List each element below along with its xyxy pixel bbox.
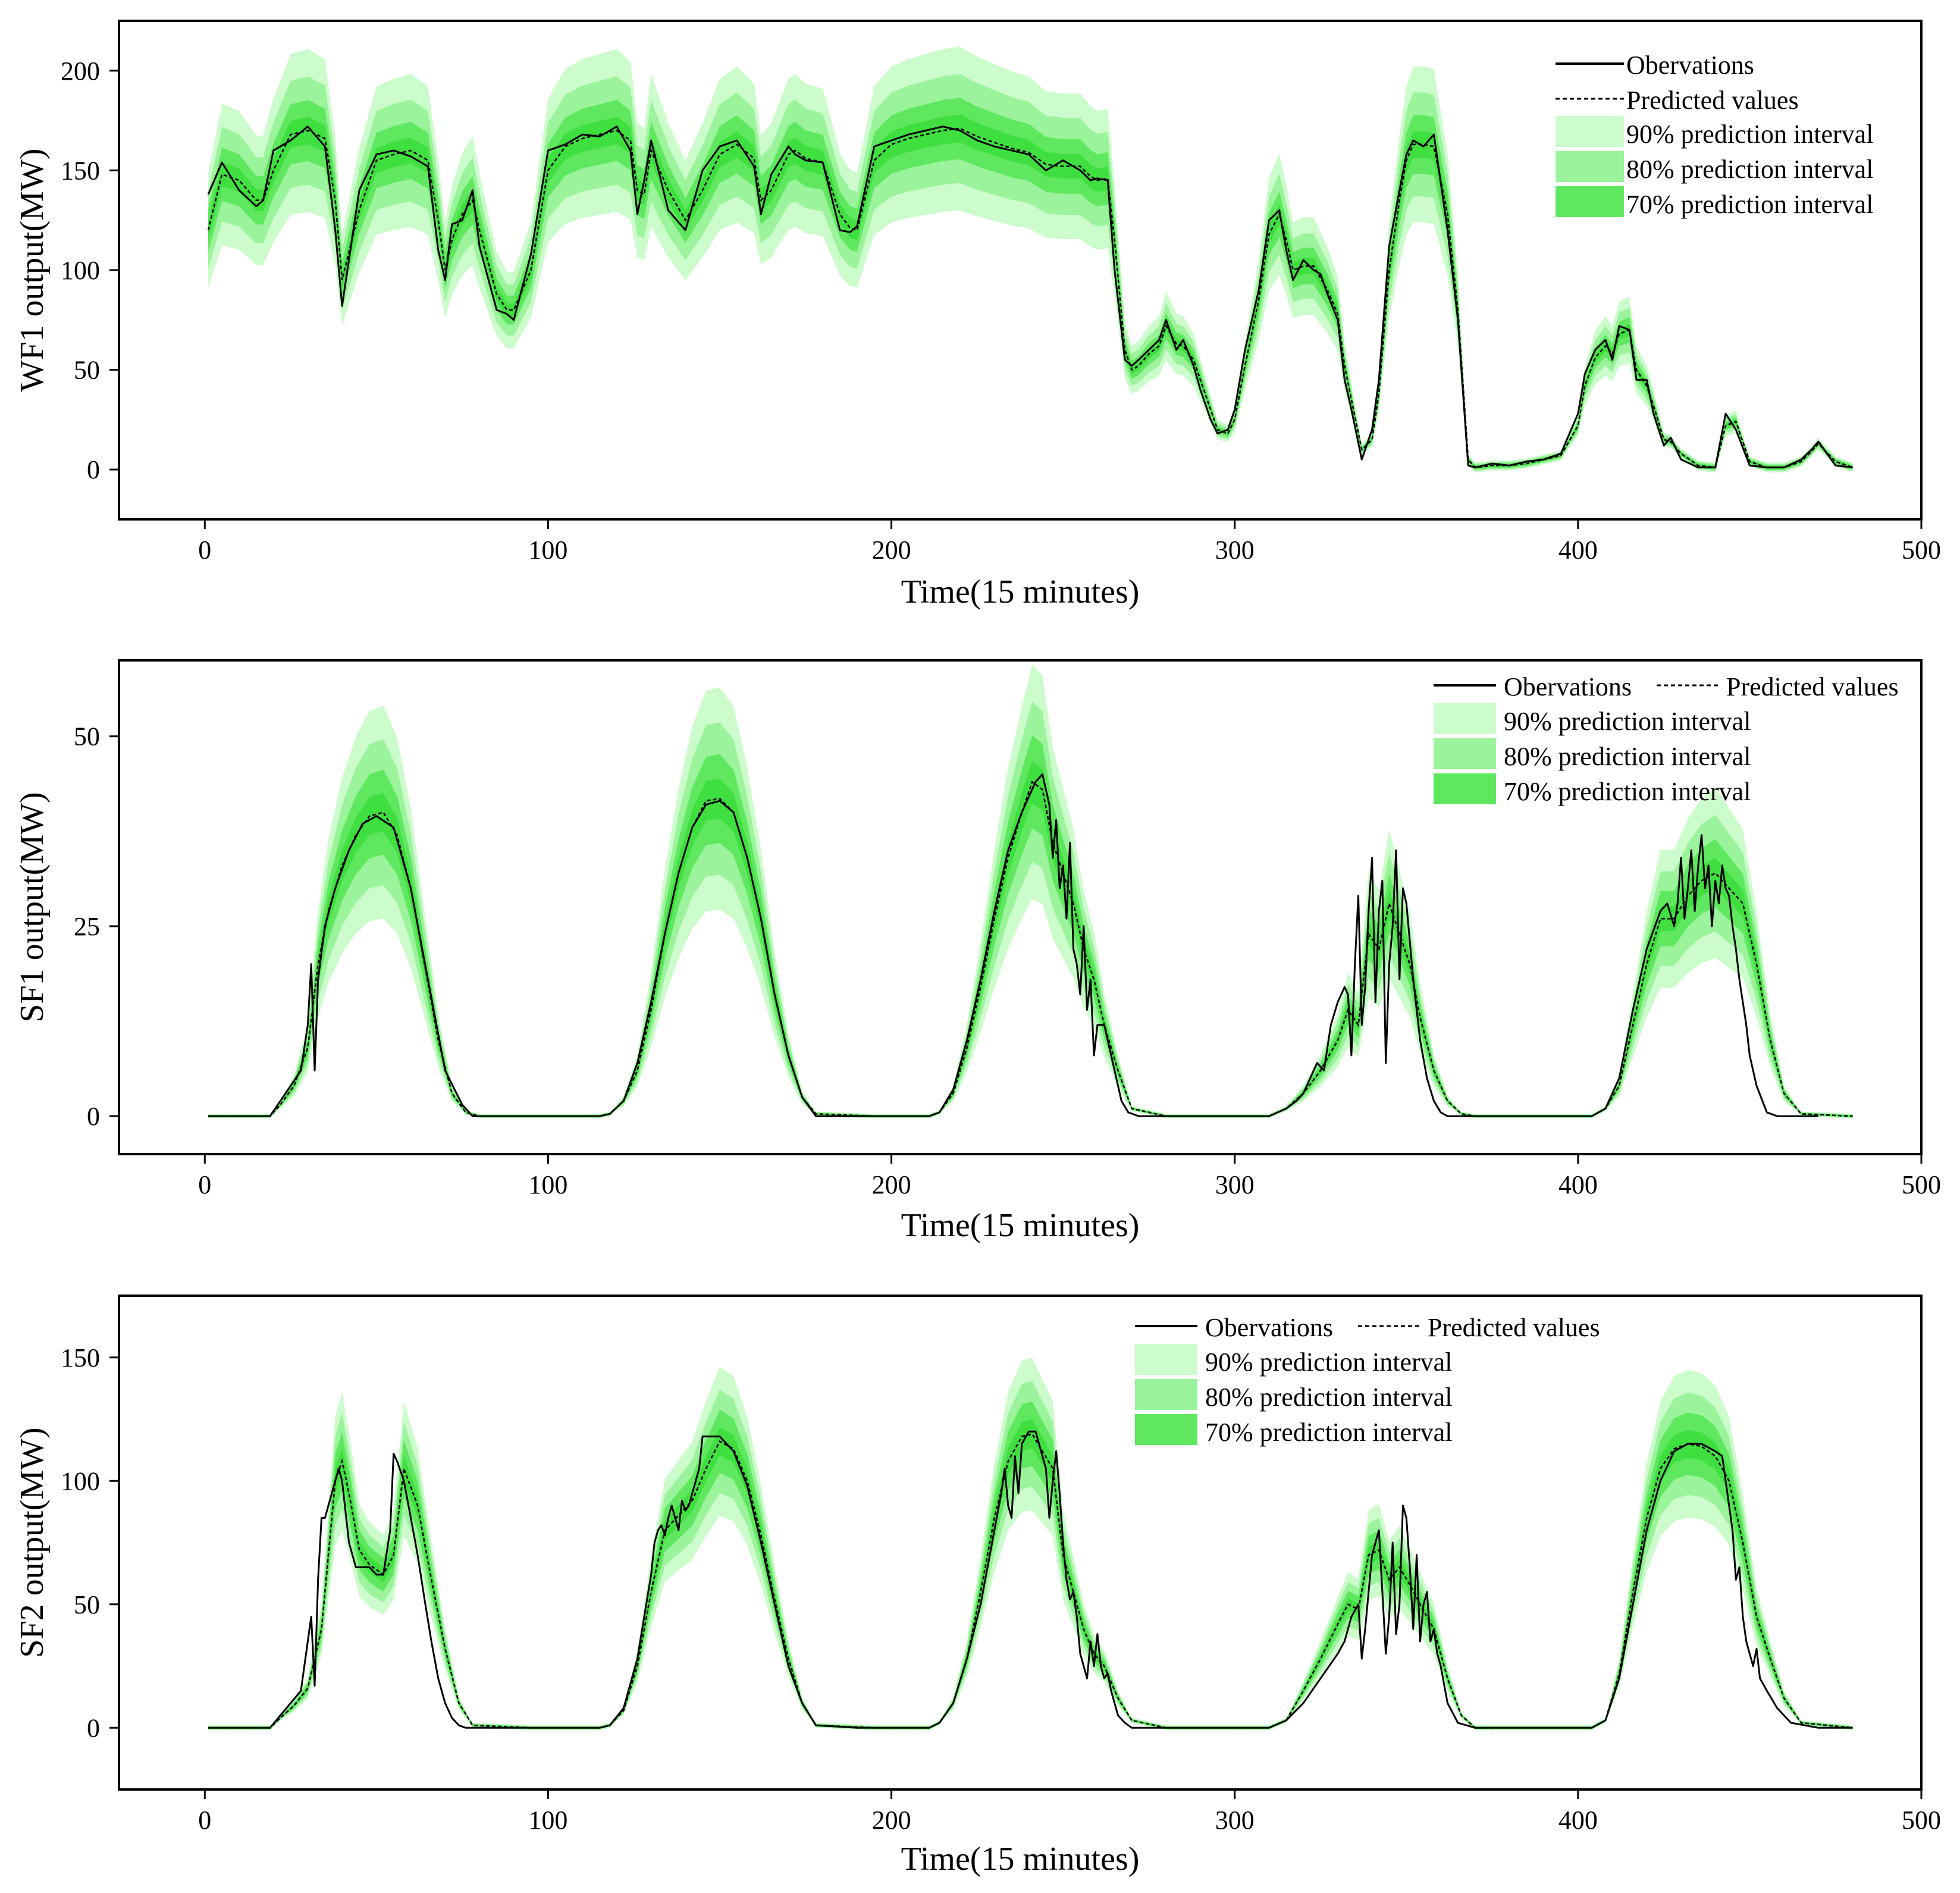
y-tick-label: 25 xyxy=(74,912,100,941)
legend-observations-label: Obervations xyxy=(1626,51,1754,80)
legend-90-label: 90% prediction interval xyxy=(1626,120,1873,149)
legend-70-label: 70% prediction interval xyxy=(1504,777,1751,806)
observations-line xyxy=(208,773,1818,1117)
x-axis-label: Time(15 minutes) xyxy=(901,1207,1140,1244)
y-axis-label: SF2 output(MW) xyxy=(14,1427,51,1657)
plot-frame xyxy=(118,1295,1923,1791)
x-tick-label: 500 xyxy=(1902,1806,1941,1835)
legend-observations-label: Obervations xyxy=(1504,672,1632,701)
y-tick-label: 50 xyxy=(74,1590,100,1619)
legend-observations-label: Obervations xyxy=(1205,1313,1333,1342)
y-axis-label: SF1 output(MW) xyxy=(14,792,51,1022)
plot-frame xyxy=(118,659,1923,1155)
x-tick-label: 300 xyxy=(1215,1806,1255,1835)
y-tick-label: 50 xyxy=(74,356,100,385)
interval-bands xyxy=(208,665,1853,1118)
legend: Obervations Predicted values 90% predict… xyxy=(1556,51,1873,219)
x-tick-label: 200 xyxy=(872,1170,911,1199)
legend-70-label: 70% prediction interval xyxy=(1626,190,1873,219)
series-lines xyxy=(208,1430,1853,1729)
legend-90-swatch xyxy=(1556,116,1624,147)
interval-bands xyxy=(208,1358,1853,1731)
y-tick-label: 150 xyxy=(61,156,100,185)
band-70-prediction-interval xyxy=(208,735,1853,1117)
x-tick-label: 100 xyxy=(528,535,567,565)
band-core xyxy=(208,1419,1853,1729)
observations-line xyxy=(208,1430,1853,1729)
x-tick-label: 0 xyxy=(198,1170,211,1199)
legend-80-label: 80% prediction interval xyxy=(1626,155,1873,184)
legend-predicted-label: Predicted values xyxy=(1626,86,1799,115)
panel-sf1: 0 100 200 300 400 500 0 25 50 Time(15 minutes) S… xyxy=(14,659,1941,1244)
y-tick-label: 150 xyxy=(61,1343,100,1372)
x-tick-label: 400 xyxy=(1558,1170,1598,1199)
y-tick-label: 100 xyxy=(61,1466,100,1496)
y-tick-label: 100 xyxy=(61,256,100,285)
panel-wf1: 0 100 200 300 400 500 0 50 100 150 200 Time(15 min… xyxy=(14,20,1941,610)
x-axis-label: Time(15 minutes) xyxy=(901,573,1140,610)
band-core xyxy=(208,760,1853,1117)
legend-predicted-label: Predicted values xyxy=(1428,1313,1600,1342)
x-tick-label: 300 xyxy=(1215,1170,1255,1199)
x-tick-label: 0 xyxy=(198,535,211,565)
legend-90-label: 90% prediction interval xyxy=(1504,707,1751,736)
x-tick-label: 200 xyxy=(872,535,911,565)
x-tick-label: 400 xyxy=(1558,1806,1598,1835)
y-tick-label: 0 xyxy=(87,455,100,484)
x-tick-label: 400 xyxy=(1558,535,1598,565)
legend-90-swatch xyxy=(1135,1344,1197,1375)
legend-70-swatch xyxy=(1556,186,1624,217)
legend-80-label: 80% prediction interval xyxy=(1504,742,1751,771)
y-axis-label: WF1 output(MW) xyxy=(14,148,51,391)
y-tick-label: 200 xyxy=(61,57,100,86)
x-axis-label: Time(15 minutes) xyxy=(901,1841,1140,1878)
legend-80-swatch xyxy=(1556,151,1624,182)
axis-ticks: 0 100 200 300 400 500 0 25 50 xyxy=(74,722,1941,1199)
x-tick-label: 200 xyxy=(872,1806,911,1835)
legend: Obervations Predicted values 90% predict… xyxy=(1434,672,1899,806)
y-tick-label: 50 xyxy=(74,722,100,751)
x-tick-label: 500 xyxy=(1902,535,1941,565)
series-lines xyxy=(208,773,1853,1117)
legend-70-label: 70% prediction interval xyxy=(1205,1418,1452,1447)
legend-predicted-label: Predicted values xyxy=(1726,672,1899,701)
band-90-prediction-interval xyxy=(208,665,1853,1118)
x-tick-label: 100 xyxy=(528,1170,567,1199)
axis-ticks: 0 100 200 300 400 500 0 50 100 150 200 xyxy=(61,57,1941,565)
legend-90-label: 90% prediction interval xyxy=(1205,1347,1452,1377)
x-tick-label: 100 xyxy=(528,1806,567,1835)
x-tick-label: 500 xyxy=(1902,1170,1941,1199)
x-tick-label: 0 xyxy=(198,1806,211,1835)
interval-bands xyxy=(208,46,1853,473)
axis-ticks: 0 100 200 300 400 500 0 50 100 150 xyxy=(61,1343,1941,1835)
legend-70-swatch xyxy=(1434,773,1496,804)
x-tick-label: 300 xyxy=(1215,535,1255,565)
legend-90-swatch xyxy=(1434,703,1496,734)
legend-80-label: 80% prediction interval xyxy=(1205,1383,1452,1412)
panel-sf2: 0 100 200 300 400 500 0 50 100 150 Time(15 minute… xyxy=(14,1295,1941,1878)
observations-line xyxy=(207,126,1853,469)
predicted-values-line xyxy=(207,127,1854,469)
legend-70-swatch xyxy=(1135,1414,1197,1445)
y-tick-label: 0 xyxy=(87,1713,100,1742)
legend: Obervations Predicted values 90% predict… xyxy=(1135,1313,1600,1447)
legend-80-swatch xyxy=(1434,738,1496,769)
series-lines xyxy=(207,126,1854,469)
legend-80-swatch xyxy=(1135,1379,1197,1410)
y-tick-label: 0 xyxy=(87,1102,100,1131)
